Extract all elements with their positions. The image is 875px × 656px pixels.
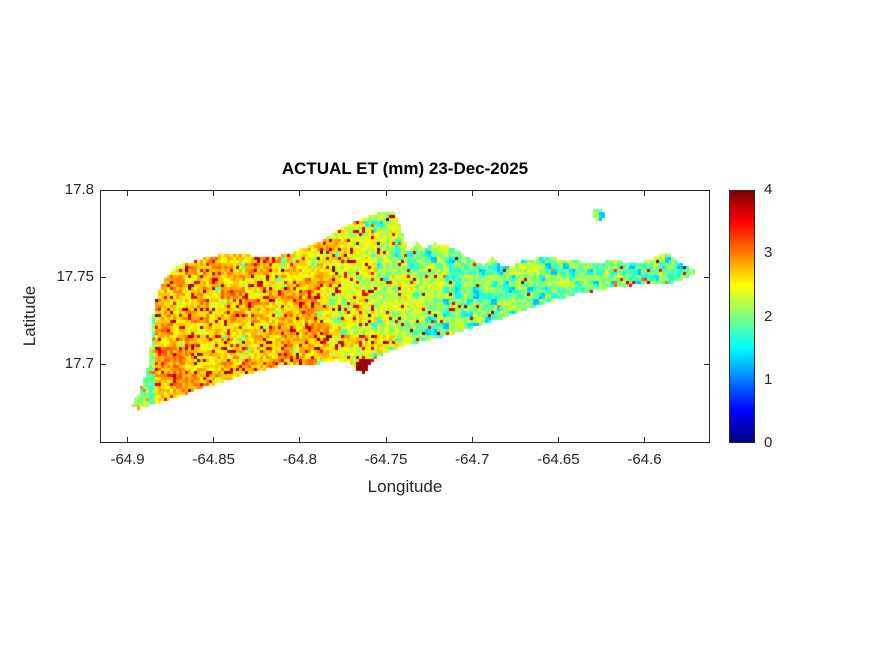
y-tick-mark [101,189,106,191]
colorbar-gradient [730,191,754,442]
et-map-canvas [101,191,709,442]
y-tick-label: 17.7 [64,355,94,373]
y-tick-mark [101,363,106,365]
y-tick-mark-right [704,276,709,278]
x-tick-mark [644,437,646,442]
x-tick-label: -64.6 [627,451,662,468]
y-tick-label: 17.8 [64,181,94,198]
x-tick-mark [213,437,215,442]
colorbar-tick-label: 0 [764,434,773,451]
x-tick-mark-top [127,191,129,196]
y-tick-mark-right [704,189,709,191]
x-axis-label: Longitude [367,477,443,496]
colorbar-tick-label: 3 [764,244,773,262]
x-tick-mark-top [644,191,646,196]
y-tick-mark-right [704,363,709,365]
colorbar-tick-label: 4 [764,181,773,198]
colorbar-tick-label: 1 [764,370,773,388]
x-tick-mark-top [385,191,387,196]
x-tick-label: -64.7 [455,451,490,468]
x-tick-label: -64.8 [282,451,317,468]
x-tick-label: -64.65 [537,451,580,468]
x-tick-label: -64.75 [364,451,408,468]
colorbar-tick-label: 2 [764,307,773,325]
x-tick-mark-top [471,191,473,196]
x-tick-mark-top [557,191,559,196]
x-tick-mark [471,437,473,442]
plot-area [100,190,710,443]
y-tick-mark [101,276,106,278]
colorbar [729,190,755,443]
x-tick-mark-top [213,191,215,196]
x-tick-mark [127,437,129,442]
chart-title: ACTUAL ET (mm) 23-Dec-2025 [281,159,529,178]
x-tick-mark-top [299,191,301,196]
x-tick-mark [299,437,301,442]
x-tick-mark [557,437,559,442]
y-tick-label: 17.75 [56,268,94,286]
x-tick-label: -64.9 [110,451,145,468]
x-tick-label: -64.85 [192,451,235,468]
x-tick-mark [385,437,387,442]
